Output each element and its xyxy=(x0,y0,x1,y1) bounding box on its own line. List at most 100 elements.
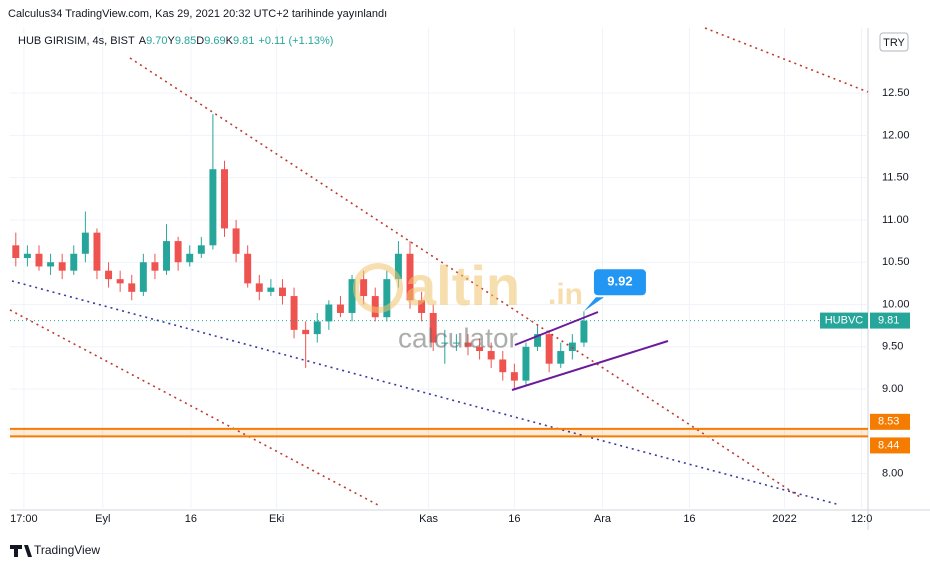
candle-body xyxy=(255,283,263,292)
candle-body xyxy=(476,346,484,352)
candle-body xyxy=(325,304,333,322)
logo xyxy=(353,263,403,313)
candle-body xyxy=(568,342,576,352)
x-tick-label: 16 xyxy=(185,513,197,525)
x-tick-label: 16 xyxy=(683,513,695,525)
candle-body xyxy=(406,253,414,301)
legend-value: 9.85 xyxy=(175,35,196,47)
candle-body xyxy=(545,334,553,364)
x-tick-label: 12:0 xyxy=(851,513,872,525)
y-tick-label: 9.50 xyxy=(882,341,903,353)
y-tick-label: 11.00 xyxy=(882,214,909,226)
candle-body xyxy=(81,232,89,254)
y-tick-label: 10.50 xyxy=(882,256,910,268)
x-tick-label: Eki xyxy=(269,513,284,525)
callout-value: 9.92 xyxy=(607,274,632,289)
level-label: 8.44 xyxy=(878,439,899,451)
legend-value: 9.81 xyxy=(233,35,254,47)
level-label: 8.53 xyxy=(878,416,899,428)
candle-body xyxy=(186,253,194,263)
level-tag xyxy=(870,437,910,454)
candle-body xyxy=(128,283,136,292)
candle-body xyxy=(394,253,402,280)
candle-body xyxy=(360,279,368,297)
channel-line xyxy=(511,340,669,391)
y-tick-label: 11.50 xyxy=(882,172,909,184)
legend: HUB GIRISIM, 4s, BIST A 9.70 Y 9.85 D 9.69 K 9.8… xyxy=(18,35,333,47)
candle-body xyxy=(452,342,460,344)
candle-body xyxy=(23,253,31,259)
y-tick-label: 12.50 xyxy=(882,87,910,99)
candle-body xyxy=(580,320,588,343)
candle-body xyxy=(267,287,275,292)
candle-body xyxy=(522,346,530,381)
x-tick-label: 17:00 xyxy=(10,513,38,525)
candle-body xyxy=(499,359,507,373)
trend-line xyxy=(129,57,801,498)
candle-body xyxy=(464,342,472,347)
candle-body xyxy=(429,312,437,343)
price-tag-value-bg xyxy=(870,312,910,329)
candle-body xyxy=(336,304,344,313)
candle-body xyxy=(244,253,252,284)
x-tick-label: 2022 xyxy=(772,513,796,525)
candle-body xyxy=(35,253,43,267)
trend-line xyxy=(11,280,841,506)
y-tick-label: 8.00 xyxy=(882,468,903,480)
legend-value: 9.69 xyxy=(204,35,225,47)
watermark-sub: calculator xyxy=(398,322,518,353)
candle-body xyxy=(348,279,356,313)
candle-body xyxy=(371,296,379,318)
candle-body xyxy=(93,232,101,271)
legend-change: +0.11 (+1.13%) xyxy=(258,35,333,47)
x-tick-label: Kas xyxy=(419,513,438,525)
legend-symbol: HUB GIRISIM, 4s, BIST xyxy=(18,35,135,47)
candle-body xyxy=(174,241,182,263)
legend-key: K xyxy=(226,35,234,47)
channel-line xyxy=(514,311,599,346)
level-tag xyxy=(870,413,910,430)
candle-body xyxy=(557,351,565,364)
candle-body xyxy=(151,262,159,271)
drawings xyxy=(9,27,869,506)
watermark: altin .in calculator xyxy=(353,254,583,353)
candle-body xyxy=(163,241,171,271)
candle-body xyxy=(534,334,542,347)
candle-body xyxy=(232,228,240,254)
price-tag-name: HUBVC xyxy=(825,314,864,326)
candle-body xyxy=(383,279,391,318)
published-note: Calculus34 TradingView.com, Kas 29, 2021… xyxy=(8,8,387,20)
trend-line xyxy=(704,27,869,93)
currency-box[interactable] xyxy=(879,32,909,52)
callout-pointer xyxy=(583,297,604,312)
footer: TradingView xyxy=(34,543,100,557)
candle-body xyxy=(70,253,78,271)
candle-body xyxy=(221,169,228,229)
legend-key: A xyxy=(139,35,147,47)
legend-value: 9.70 xyxy=(146,35,167,47)
y-tick-label: 12.00 xyxy=(882,129,910,141)
callout-box xyxy=(593,269,646,296)
price-tag-bg xyxy=(820,312,868,329)
watermark-brand: altin xyxy=(405,254,520,317)
candle-body xyxy=(116,279,124,284)
x-tick-label: 16 xyxy=(508,513,520,525)
candle-body xyxy=(278,287,286,297)
legend-key: D xyxy=(196,35,204,47)
y-tick-label: 10.00 xyxy=(882,298,910,310)
y-tick-label: 9.00 xyxy=(882,383,903,395)
x-tick-label: Ara xyxy=(594,513,612,525)
candle-body xyxy=(418,300,426,313)
candle-body xyxy=(47,262,55,267)
candle-body xyxy=(441,342,449,344)
x-tick-label: Eyl xyxy=(95,513,110,525)
candle-body xyxy=(487,351,495,360)
candle-body xyxy=(58,262,66,271)
tv-logo xyxy=(10,545,32,557)
candle-body xyxy=(290,296,298,330)
currency: TRY xyxy=(883,37,905,49)
candle-body xyxy=(105,270,113,280)
legend-key: Y xyxy=(168,35,176,47)
candle-body xyxy=(313,321,321,335)
price-tag-value: 9.81 xyxy=(878,314,899,326)
